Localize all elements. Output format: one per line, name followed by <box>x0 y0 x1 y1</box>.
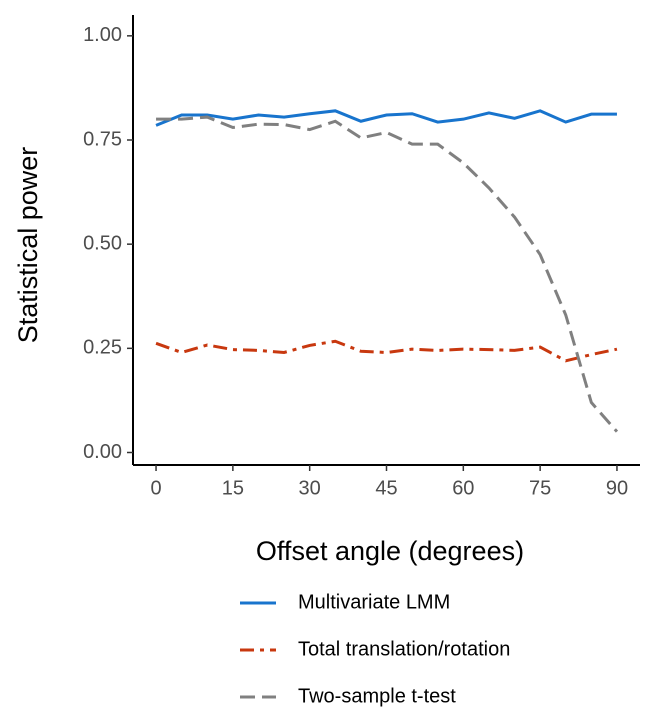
x-tick-label: 15 <box>222 477 244 499</box>
series-line <box>156 115 619 433</box>
series-line <box>155 339 618 363</box>
y-axis-title: Statistical power <box>13 147 43 344</box>
x-tick-label: 90 <box>606 477 628 499</box>
x-axis-title: Offset angle (degrees) <box>256 536 524 566</box>
x-tick-label: 60 <box>452 477 474 499</box>
x-tick-label: 0 <box>150 477 161 499</box>
series-line <box>155 109 617 127</box>
y-tick-label: 0.00 <box>83 441 122 463</box>
y-tick-label: 1.00 <box>83 24 122 46</box>
legend-label: Multivariate LMM <box>298 591 450 613</box>
legend-label: Two-sample t-test <box>298 685 456 707</box>
y-tick-label: 0.75 <box>83 128 122 150</box>
x-tick-label: 75 <box>529 477 551 499</box>
legend-label: Total translation/rotation <box>298 638 510 660</box>
y-tick-label: 0.25 <box>83 337 122 359</box>
x-tick-label: 45 <box>375 477 397 499</box>
y-tick-label: 0.50 <box>83 232 122 254</box>
x-tick-label: 30 <box>299 477 321 499</box>
